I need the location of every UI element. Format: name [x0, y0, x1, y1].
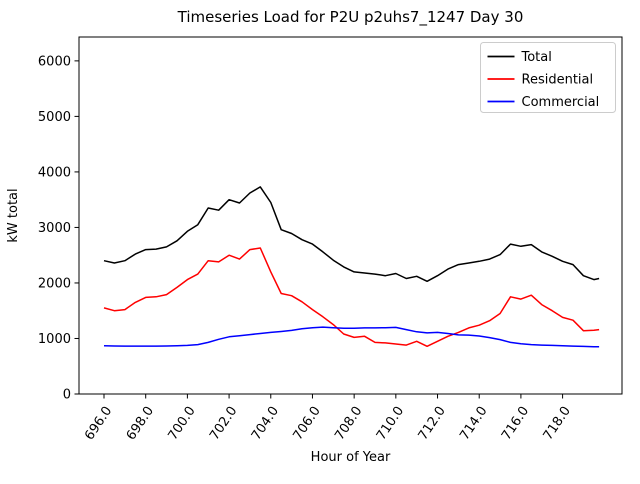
y-tick-label: 2000	[38, 276, 71, 291]
legend-box	[480, 42, 616, 113]
x-tick-label: 700.0	[165, 404, 198, 443]
x-tick-label: 706.0	[291, 404, 324, 443]
x-tick-label: 702.0	[207, 404, 240, 443]
y-tick-label: 4000	[38, 165, 71, 180]
y-axis-label: kW total	[6, 188, 21, 242]
chart-title: Timeseries Load for P2U p2uhs7_1247 Day …	[177, 8, 524, 27]
series-line-commercial	[103, 326, 600, 348]
legend-label-total: Total	[521, 50, 552, 65]
y-tick-label: 1000	[38, 332, 71, 347]
x-tick-label: 708.0	[332, 404, 365, 443]
x-tick-label: 712.0	[416, 404, 449, 443]
y-tick-label: 3000	[38, 221, 71, 236]
series-line-total	[103, 186, 600, 283]
x-tick-label: 698.0	[124, 404, 157, 443]
x-axis-label: Hour of Year	[311, 450, 391, 465]
y-tick-label: 6000	[38, 54, 71, 69]
legend-label-commercial: Commercial	[522, 95, 600, 110]
legend-label-residential: Residential	[522, 73, 594, 88]
x-tick-label: 704.0	[249, 404, 282, 443]
x-tick-label: 710.0	[374, 404, 407, 443]
y-tick-label: 5000	[38, 110, 71, 125]
x-tick-label: 718.0	[541, 404, 574, 443]
legend: Total Residential Commercial	[480, 42, 616, 113]
x-tick-label: 696.0	[82, 404, 115, 443]
x-tick-label: 714.0	[457, 404, 490, 443]
series-line-residential	[103, 247, 600, 348]
y-tick-label: 0	[63, 388, 71, 403]
x-tick-label: 716.0	[499, 404, 532, 443]
